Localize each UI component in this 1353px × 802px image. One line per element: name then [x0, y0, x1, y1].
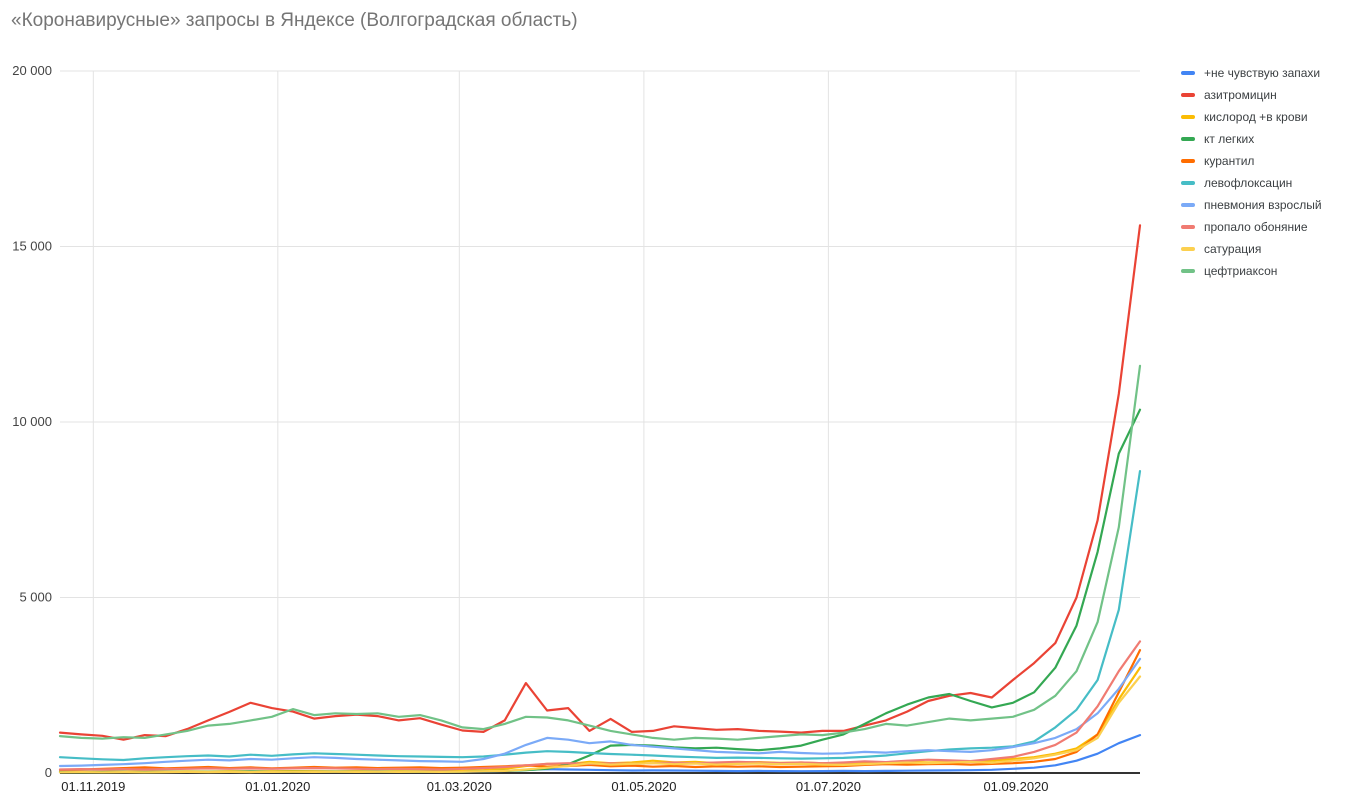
legend-item[interactable]: кт легких [1181, 128, 1322, 150]
x-tick-label: 01.11.2019 [61, 779, 125, 794]
y-tick-label: 10 000 [12, 414, 52, 429]
legend-label: пропало обоняние [1204, 220, 1308, 234]
series-line[interactable] [58, 364, 1142, 741]
chart-title: «Коронавирусные» запросы в Яндексе (Волг… [11, 10, 578, 31]
legend-item[interactable]: курантил [1181, 150, 1322, 172]
series-line[interactable] [58, 408, 1142, 774]
x-tick-label: 01.09.2020 [983, 779, 1048, 794]
series-line[interactable] [58, 470, 1142, 762]
x-tick-label: 01.03.2020 [427, 779, 492, 794]
y-tick-label: 15 000 [12, 239, 52, 254]
x-tick-label: 01.07.2020 [796, 779, 861, 794]
legend-swatch [1181, 269, 1195, 273]
y-tick-label: 20 000 [12, 63, 52, 78]
legend-item[interactable]: пропало обоняние [1181, 216, 1322, 238]
legend-label: азитромицин [1204, 88, 1277, 102]
legend-item[interactable]: цефтриаксон [1181, 260, 1322, 282]
legend-label: пневмония взрослый [1204, 198, 1322, 212]
x-tick-label: 01.01.2020 [245, 779, 310, 794]
legend-swatch [1181, 181, 1195, 185]
legend-swatch [1181, 71, 1195, 75]
legend-item[interactable]: сатурация [1181, 238, 1322, 260]
y-tick-label: 0 [45, 765, 52, 780]
legend-swatch [1181, 93, 1195, 97]
legend-label: кт легких [1204, 132, 1255, 146]
legend-item[interactable]: левофлоксацин [1181, 172, 1322, 194]
legend-label: сатурация [1204, 242, 1262, 256]
legend-item[interactable]: +не чувствую запахи [1181, 62, 1322, 84]
legend-label: цефтриаксон [1204, 264, 1278, 278]
legend-swatch [1181, 247, 1195, 251]
legend-swatch [1181, 225, 1195, 229]
x-tick-label: 01.05.2020 [611, 779, 676, 794]
legend-label: +не чувствую запахи [1204, 66, 1321, 80]
legend-swatch [1181, 115, 1195, 119]
legend-swatch [1181, 203, 1195, 207]
series-line[interactable] [58, 657, 1142, 768]
legend-label: левофлоксацин [1204, 176, 1293, 190]
legend-label: кислород +в крови [1204, 110, 1308, 124]
legend: +не чувствую запахи азитромицин кислород +… [1181, 62, 1322, 282]
legend-swatch [1181, 137, 1195, 141]
legend-swatch [1181, 159, 1195, 163]
series-line[interactable] [58, 224, 1142, 741]
legend-item[interactable]: пневмония взрослый [1181, 194, 1322, 216]
legend-item[interactable]: кислород +в крови [1181, 106, 1322, 128]
y-tick-label: 5 000 [19, 590, 52, 605]
legend-label: курантил [1204, 154, 1255, 168]
series-line[interactable] [58, 675, 1142, 774]
legend-item[interactable]: азитромицин [1181, 84, 1322, 106]
